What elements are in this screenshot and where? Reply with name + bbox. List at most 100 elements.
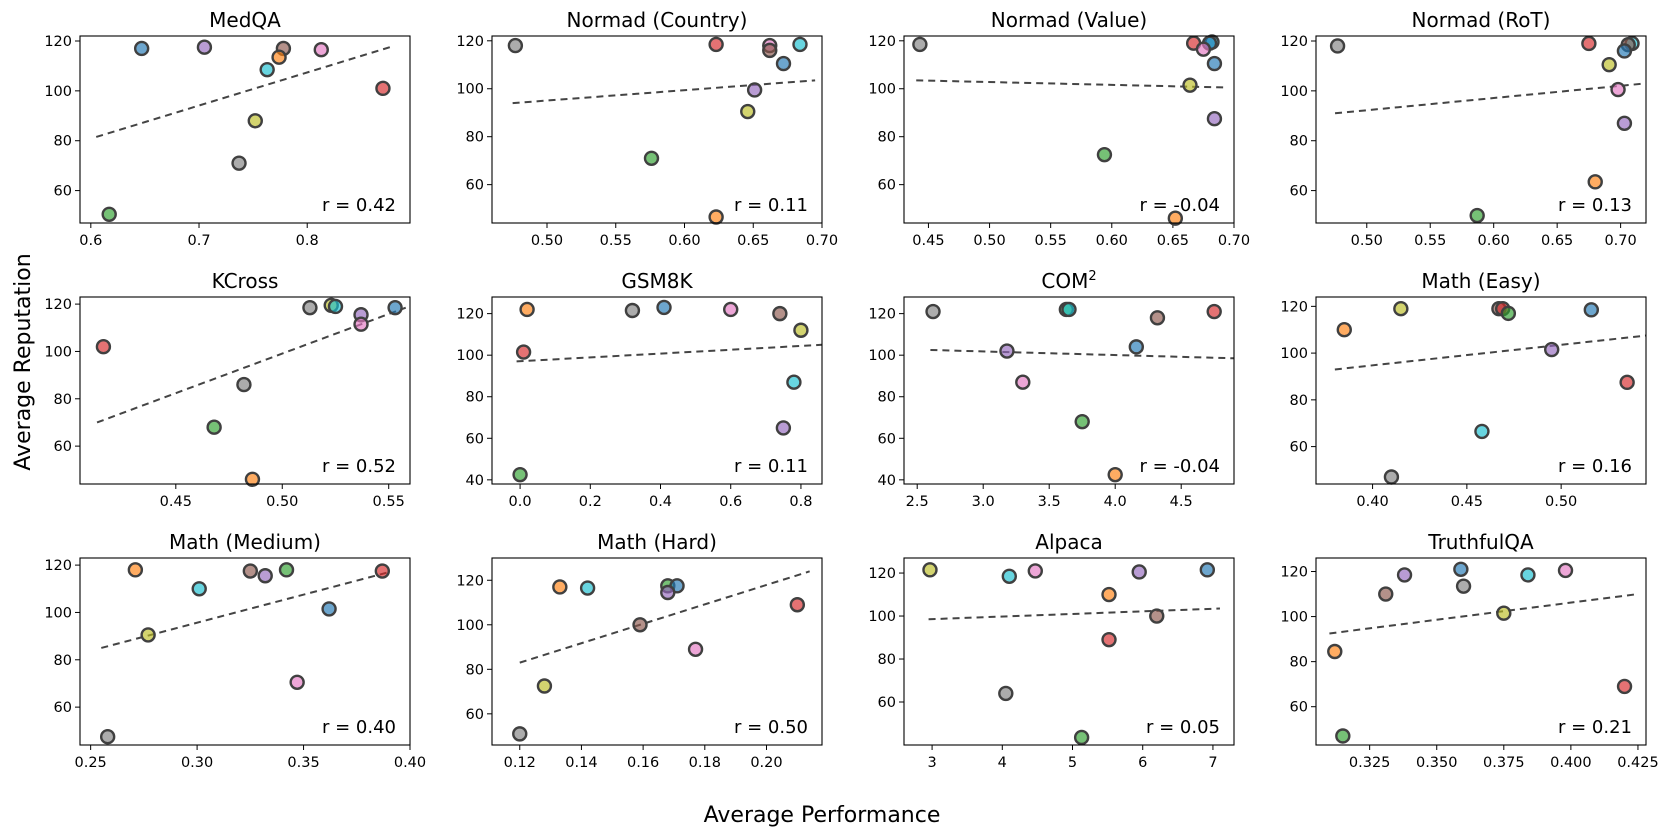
data-point [95,339,112,355]
panel-8: Math (Easy) 0.40 0.45 0.50 60 80 100 120 r = 0.1… [1280,269,1647,510]
axes-frame [1315,557,1647,746]
correlation-label: r = 0.52 [322,456,396,477]
y-tick-label: 80 [1290,655,1308,671]
data-point [1601,56,1617,73]
x-tick-label: 0.4 [649,494,672,510]
panel-title: MedQA [209,8,281,32]
x-tick-label: 0.65 [1157,233,1189,249]
data-point [1616,43,1633,59]
y-tick-label: 80 [466,662,484,678]
data-point [247,113,263,129]
x-tick-label: 0.70 [806,233,838,249]
x-tick-label: 3 [927,755,936,771]
x-tick-label: 0.60 [668,233,700,249]
data-point [206,419,222,435]
y-tick-label: 60 [54,700,72,716]
data-point [789,597,806,613]
trend-line [916,79,1228,89]
y-tick-label: 120 [868,34,896,50]
axes-frame [491,557,823,746]
y-tick-label: 60 [878,695,896,711]
data-point [1383,469,1400,485]
y-tick-label: 120 [1280,299,1308,315]
data-point [236,376,252,393]
correlation-label: r = 0.21 [1558,717,1632,738]
data-point [775,420,792,436]
data-point [1336,322,1352,338]
data-point [1616,678,1633,695]
axes-frame [903,296,1235,485]
x-tick-label: 0.30 [181,755,213,771]
panels: MedQA 0.6 0.7 0.8 60 80 100 120 r = 0.42 Normad (… [44,8,1658,771]
data-point [196,39,213,55]
y-tick-label: 100 [456,618,484,634]
panel-title: Math (Medium) [169,530,321,554]
y-tick-label: 80 [54,653,72,669]
x-tick-label: 4.0 [1104,494,1127,510]
panel-2: Normad (Country) 0.50 0.55 0.60 0.65 0.70 60 80… [456,8,838,249]
data-point [772,305,788,322]
data-point [99,729,116,745]
axes-frame [491,296,823,485]
data-point [257,568,273,584]
y-tick-label: 100 [1280,346,1308,362]
panel-9: Math (Medium) 0.25 0.30 0.35 0.40 60 80 100 120 r… [44,530,426,771]
x-tick-label: 0.8 [789,494,812,510]
trend-line [512,79,816,105]
correlation-label: r = 0.05 [1146,717,1220,738]
y-tick-label: 120 [456,34,484,50]
y-tick-label: 120 [868,307,896,323]
data-point [101,206,117,222]
data-point [1128,339,1145,355]
data-point [1206,55,1223,72]
data-point [231,155,247,171]
y-tick-label: 100 [1280,84,1308,100]
data-point [762,42,778,59]
x-tick-label: 0.20 [750,755,782,771]
trend-line [1334,334,1647,371]
data-point [1167,210,1184,226]
data-point [632,617,648,633]
y-tick-label: 80 [54,134,72,150]
panel-12: TruthfulQA 0.325 0.350 0.375 0.400 0.425 60 80 1… [1280,530,1658,771]
x-tick-label: 0.14 [565,755,597,771]
data-point [515,344,532,360]
data-point [656,299,672,316]
x-tick-label: 5 [1068,755,1077,771]
x-tick-label: 0.65 [737,233,769,249]
axes-frame [79,35,411,224]
y-tick-label: 60 [54,184,72,200]
x-tick-label: 0.70 [1604,233,1636,249]
x-tick-label: 0.50 [266,494,298,510]
x-tick-label: 0.6 [719,494,742,510]
data-point [507,37,524,54]
data-point [278,562,295,578]
panel-6: GSM8K 0.0 0.2 0.4 0.6 0.8 40 60 80 100 120 r = 0.11 [456,269,823,510]
axes-frame [79,557,411,746]
data-point [1587,174,1603,190]
y-tick-label: 120 [456,307,484,323]
x-tick-label: 0.25 [74,755,106,771]
data-point [327,298,344,315]
panel-title: TruthfulQA [1427,530,1534,554]
y-tick-label: 80 [1290,134,1308,150]
y-tick-label: 60 [878,431,896,447]
y-tick-label: 120 [868,566,896,582]
x-tick-label: 0.45 [912,233,944,249]
data-point [1496,605,1512,621]
data-point [1206,303,1222,320]
y-tick-label: 60 [54,439,72,455]
panel-title: COM2 [1041,269,1096,293]
data-point [793,322,809,338]
panel-title: Normad (RoT) [1412,8,1551,32]
axes-frame [903,557,1235,746]
data-point [912,36,928,53]
y-tick-label: 100 [868,82,896,98]
data-point [643,150,660,166]
data-point [1544,341,1560,358]
y-tick-label: 80 [1290,393,1308,409]
x-tick-label: 0.60 [1478,233,1510,249]
data-point [1557,562,1574,579]
data-point [1182,77,1198,93]
data-point [127,562,144,578]
